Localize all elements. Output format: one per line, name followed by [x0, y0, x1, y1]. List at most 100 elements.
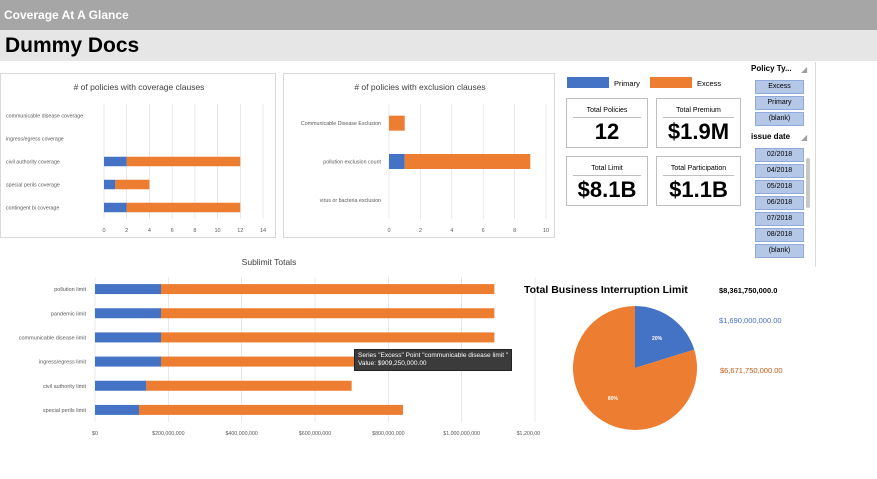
legend-excess-swatch: [650, 77, 692, 88]
x-tick-label: $200,000,000: [152, 431, 184, 437]
tooltip-value-line: Value: $909,250,000.00: [358, 360, 427, 367]
category-label: contingent bi coverage: [6, 206, 59, 212]
pie-slice-excess[interactable]: [573, 306, 697, 430]
kpi-total-premium: Total Premium $1.9M: [656, 98, 741, 148]
exclusion-chart-panel[interactable]: # of policies with exclusion clauses 0 2 4 6…: [283, 73, 555, 238]
kpi-label: Total Premium: [676, 107, 721, 114]
pie-pct-label: 20%: [652, 336, 663, 342]
coverage-chart: # of policies with coverage clauses 0 2 4 6 8…: [6, 82, 266, 234]
bar-excess[interactable]: [161, 332, 495, 343]
category-label: civil authority limit: [43, 384, 87, 390]
x-tick-label: 6: [482, 228, 485, 234]
bar-excess[interactable]: [389, 115, 405, 131]
slicer-item-primary[interactable]: Primary: [755, 96, 804, 110]
filter-clear-icon[interactable]: ◢: [801, 133, 808, 142]
pie-excess-value-label: $6,671,750,000.00: [720, 366, 783, 375]
bar-primary[interactable]: [104, 179, 116, 190]
x-tick-label: $1,200,000,000: [517, 431, 540, 437]
kpi-value: $1.1B: [669, 177, 728, 202]
bar-excess[interactable]: [161, 356, 495, 367]
bar-primary[interactable]: [95, 356, 161, 367]
category-label: ingress/egress limit: [39, 360, 87, 366]
x-tick-label: 2: [419, 228, 422, 234]
category-label: special perils coverage: [6, 183, 60, 189]
legend-primary-label: Primary: [614, 79, 640, 88]
x-tick-label: $0: [92, 431, 98, 437]
slicer-scrollbar[interactable]: [806, 158, 810, 208]
slicer-item-date[interactable]: 07/2018: [755, 212, 804, 226]
kpi-value: $8.1B: [577, 177, 637, 202]
bar-excess[interactable]: [161, 308, 495, 319]
bi-limit-pie-chart[interactable]: Total Business Interruption Limit $8,361,…: [520, 276, 877, 446]
category-label: communicable disease coverage: [6, 114, 83, 120]
legend-primary-swatch: [567, 77, 609, 88]
slicer-item-date[interactable]: 06/2018: [755, 196, 804, 210]
page-title: Dummy Docs: [5, 34, 140, 57]
pie-primary-value-label: $1,690,000,000.00: [719, 316, 782, 325]
kpi-total-limit: Total Limit $8.1B: [566, 156, 648, 206]
category-label: communicable disease limit: [19, 335, 87, 341]
window-titlebar: Coverage At A Glance: [0, 0, 877, 30]
x-tick-label: 6: [171, 228, 174, 234]
x-tick-label: 8: [193, 228, 196, 234]
coverage-chart-panel[interactable]: # of policies with coverage clauses 0 2 4 6 8…: [0, 73, 276, 238]
bar-primary[interactable]: [95, 308, 161, 319]
kpi-value: 12: [594, 119, 620, 144]
x-tick-label: 4: [450, 228, 453, 234]
x-tick-label: 4: [148, 228, 151, 234]
chart-tooltip: Series "Excess" Point "communicable dise…: [354, 349, 513, 371]
bar-excess[interactable]: [139, 404, 403, 415]
bar-primary[interactable]: [95, 284, 161, 295]
page-header: Dummy Docs: [0, 30, 877, 61]
bar-excess[interactable]: [146, 380, 352, 391]
x-tick-label: $1,000,000,000: [443, 431, 480, 437]
bar-excess[interactable]: [115, 179, 150, 190]
bar-primary[interactable]: [95, 332, 161, 343]
bar-primary[interactable]: [95, 404, 139, 415]
category-label: pandemic limit: [51, 311, 87, 317]
x-tick-label: $400,000,000: [225, 431, 257, 437]
bar-primary[interactable]: [95, 380, 147, 391]
category-label: ingress/egress coverage: [6, 137, 64, 143]
kpi-total-policies: Total Policies 12: [566, 98, 648, 148]
filter-clear-icon[interactable]: ◢: [801, 65, 808, 74]
sublimit-chart[interactable]: Sublimit Totals $0 $200,000,000 $400,000,00…: [0, 250, 540, 445]
bar-primary[interactable]: [104, 202, 127, 213]
issue-date-slicer-title: issue date: [751, 132, 791, 141]
slicer-item-date[interactable]: 04/2018: [755, 164, 804, 178]
x-tick-label: $800,000,000: [372, 431, 404, 437]
x-tick-label: 0: [102, 228, 105, 234]
bar-primary[interactable]: [104, 156, 127, 167]
slicer-item-date[interactable]: 05/2018: [755, 180, 804, 194]
tooltip-series-line: Series "Excess" Point "communicable dise…: [358, 352, 509, 359]
pie-slice-primary[interactable]: [635, 306, 695, 368]
bar-excess[interactable]: [126, 156, 241, 167]
slicer-item-excess[interactable]: Excess: [755, 80, 804, 94]
policy-type-slicer-title: Policy Ty...: [751, 64, 792, 73]
category-label: pollution limit: [54, 287, 86, 293]
slicer-item-date[interactable]: 08/2018: [755, 228, 804, 242]
bar-excess[interactable]: [161, 284, 495, 295]
slicer-item-blank[interactable]: (blank): [755, 244, 804, 258]
x-tick-label: 14: [260, 228, 266, 234]
bar-excess[interactable]: [404, 154, 531, 169]
pie-pct-label: 80%: [608, 396, 619, 402]
slicer-item-blank[interactable]: (blank): [755, 112, 804, 126]
x-tick-label: 10: [215, 228, 221, 234]
pie-title: Total Business Interruption Limit: [524, 284, 688, 296]
window-title: Coverage At A Glance: [4, 8, 129, 22]
chart-title: Sublimit Totals: [242, 257, 297, 267]
category-label: special perils limit: [43, 408, 87, 414]
x-tick-label: 2: [125, 228, 128, 234]
slicer-item-date[interactable]: 02/2018: [755, 148, 804, 162]
kpi-label: Total Policies: [586, 107, 628, 114]
x-tick-label: 0: [387, 228, 390, 234]
policy-type-slicer[interactable]: Policy Ty... ◢ Excess Primary (blank) is…: [748, 62, 816, 267]
exclusion-chart: # of policies with exclusion clauses 0 2 4 6…: [301, 82, 549, 234]
category-label: virus or bacteria exclusion: [320, 198, 381, 204]
chart-title: # of policies with exclusion clauses: [354, 82, 485, 92]
bar-primary[interactable]: [389, 154, 405, 169]
bar-excess[interactable]: [126, 202, 241, 213]
kpi-total-participation: Total Participation $1.1B: [656, 156, 741, 206]
x-tick-label: 8: [513, 228, 516, 234]
